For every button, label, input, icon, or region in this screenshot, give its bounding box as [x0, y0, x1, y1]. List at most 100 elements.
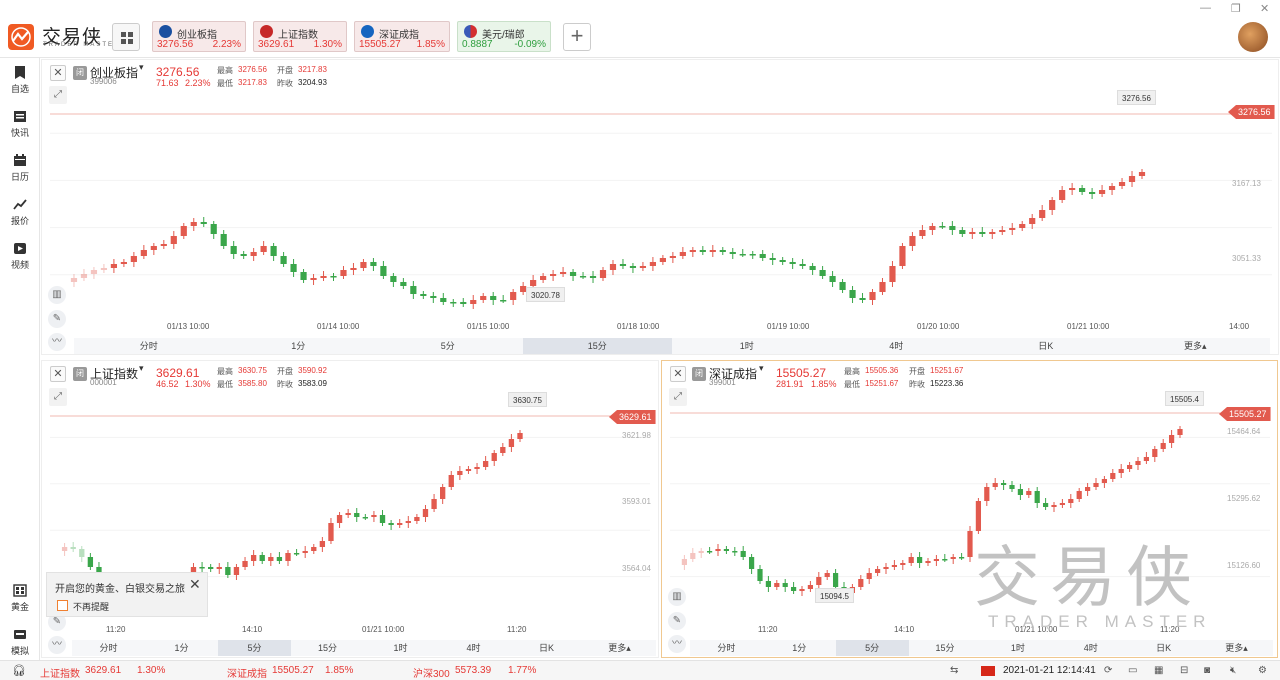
- tab-更多▴[interactable]: 更多▴: [1183, 341, 1207, 351]
- refresh-icon[interactable]: ⟳: [1104, 665, 1113, 676]
- sidebar-item-simulate[interactable]: 模拟: [0, 628, 40, 657]
- tab-1分[interactable]: 1分: [291, 341, 306, 351]
- ticker-tile-usdchf[interactable]: 美元/瑞郎 0.8887 -0.09%: [457, 21, 551, 52]
- candle: [579, 272, 587, 279]
- candle: [1118, 464, 1124, 478]
- tab-4时[interactable]: 4时: [1083, 643, 1098, 653]
- tab-分时[interactable]: 分时: [139, 341, 158, 351]
- tab-日K[interactable]: 日K: [1156, 643, 1172, 653]
- candle: [230, 241, 237, 259]
- layout-grid-button[interactable]: [112, 23, 140, 51]
- candlestick-chart[interactable]: [50, 391, 650, 623]
- indicator-tool-button[interactable]: ▥: [668, 588, 686, 606]
- tab-4时[interactable]: 4时: [889, 341, 904, 351]
- candle: [1029, 214, 1036, 229]
- candle: [799, 259, 806, 269]
- sidebar-item-news[interactable]: 快讯: [0, 110, 40, 139]
- flag-us-ch-icon: [464, 25, 477, 38]
- dont-remind-checkbox[interactable]: [57, 600, 68, 611]
- candle: [250, 550, 257, 566]
- user-avatar[interactable]: [1238, 22, 1268, 52]
- close-panel-button[interactable]: ✕: [50, 366, 66, 382]
- low-label: 最低: [844, 380, 860, 389]
- instrument-name[interactable]: 上证指数: [90, 367, 139, 381]
- expand-button[interactable]: ⤢: [49, 388, 67, 406]
- tab-4时[interactable]: 4时: [466, 643, 481, 653]
- line-chart-icon: 〰: [52, 639, 62, 650]
- tab-1时[interactable]: 1时: [393, 643, 408, 653]
- chart-type-button[interactable]: 〰: [668, 635, 686, 653]
- draw-tool-button[interactable]: ✎: [668, 612, 686, 630]
- sidebar-item-video[interactable]: 视频: [0, 242, 40, 271]
- close-panel-button[interactable]: ✕: [50, 65, 66, 81]
- restore-button[interactable]: ❐: [1231, 3, 1241, 15]
- status-index-name[interactable]: 沪深300: [413, 669, 450, 680]
- sidebar-item-label: 自选: [10, 84, 29, 94]
- layout-icon[interactable]: ▦: [1154, 665, 1164, 676]
- instrument-name[interactable]: 创业板指: [90, 66, 139, 80]
- chart-type-button[interactable]: 〰: [48, 333, 66, 351]
- chart-type-button[interactable]: 〰: [48, 636, 66, 654]
- sidebar-item-watchlist[interactable]: 自选: [0, 66, 40, 95]
- candle: [1110, 469, 1116, 482]
- ticker-tile-chinext[interactable]: 创业板指 3276.56 2.23%: [152, 21, 246, 52]
- tab-1分[interactable]: 1分: [792, 643, 807, 653]
- close-window-button[interactable]: ✕: [1260, 3, 1270, 15]
- expand-button[interactable]: ⤢: [49, 86, 67, 104]
- draw-tool-button[interactable]: ✎: [48, 613, 66, 631]
- candle: [520, 282, 527, 295]
- candle: [276, 552, 283, 564]
- tab-5分[interactable]: 5分: [835, 640, 909, 656]
- tab-分时[interactable]: 分时: [717, 643, 736, 653]
- minimize-button[interactable]: —: [1200, 2, 1211, 14]
- network-icon[interactable]: ⇆: [950, 665, 959, 676]
- close-panel-button[interactable]: ✕: [670, 366, 686, 382]
- instrument-dropdown-icon[interactable]: ▾: [759, 363, 764, 373]
- toast-close-button[interactable]: ✕: [189, 576, 201, 593]
- candle: [1009, 223, 1016, 235]
- tab-日K[interactable]: 日K: [538, 643, 554, 653]
- tab-更多▴[interactable]: 更多▴: [1225, 643, 1248, 653]
- instrument-dropdown-icon[interactable]: ▾: [139, 363, 144, 373]
- instrument-name[interactable]: 深证成指: [709, 367, 758, 381]
- last-price: 3629.61: [156, 366, 200, 380]
- sidebar-item-calendar[interactable]: 日历: [0, 154, 40, 183]
- candle: [967, 526, 973, 562]
- add-ticker-button[interactable]: +: [563, 23, 591, 51]
- tab-15分[interactable]: 15分: [317, 643, 337, 653]
- flag-cn-icon[interactable]: [981, 666, 995, 676]
- headset-icon[interactable]: 🎧︎: [12, 665, 26, 677]
- tab-5分[interactable]: 5分: [218, 640, 291, 656]
- tab-1时[interactable]: 1时: [1010, 643, 1025, 653]
- status-index-name[interactable]: 上证指数: [40, 669, 80, 680]
- screen-icon[interactable]: ▭: [1128, 665, 1138, 676]
- mute-icon[interactable]: 🔇︎: [1230, 665, 1237, 676]
- candle: [345, 509, 351, 518]
- tab-分时[interactable]: 分时: [99, 643, 118, 653]
- tab-更多▴[interactable]: 更多▴: [608, 643, 631, 653]
- tab-1分[interactable]: 1分: [174, 643, 189, 653]
- draw-tool-button[interactable]: ✎: [48, 310, 66, 328]
- ticker-tile-shanghai[interactable]: 上证指数 3629.61 1.30%: [253, 21, 347, 52]
- settings-alt-icon[interactable]: ⊟: [1180, 665, 1189, 676]
- sidebar-item-quotes[interactable]: 报价: [0, 198, 40, 227]
- candlestick-chart[interactable]: [50, 86, 1272, 322]
- ticker-tile-shenzhen[interactable]: 深证成指 15505.27 1.85%: [354, 21, 450, 52]
- expand-button[interactable]: ⤢: [669, 388, 687, 406]
- sidebar-item-gold[interactable]: 黄金: [0, 584, 40, 613]
- tab-1时[interactable]: 1时: [739, 341, 754, 351]
- camera-icon[interactable]: ◙: [1204, 665, 1211, 676]
- tab-5分[interactable]: 5分: [440, 341, 455, 351]
- status-index-name[interactable]: 深证成指: [227, 669, 267, 680]
- candle: [380, 261, 387, 279]
- candlestick-chart[interactable]: [670, 391, 1270, 623]
- candle: [969, 228, 976, 239]
- tab-15分[interactable]: 15分: [522, 338, 672, 354]
- gear-icon[interactable]: ⚙: [1258, 665, 1267, 676]
- simulate-icon: [14, 630, 26, 639]
- instrument-dropdown-icon[interactable]: ▾: [139, 62, 144, 72]
- tab-日K[interactable]: 日K: [1038, 341, 1054, 351]
- indicator-tool-button[interactable]: ▥: [48, 286, 66, 304]
- tab-15分[interactable]: 15分: [935, 643, 955, 653]
- candle: [879, 278, 886, 295]
